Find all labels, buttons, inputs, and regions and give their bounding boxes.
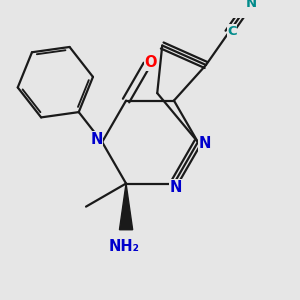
Text: O: O <box>145 56 157 70</box>
Text: N: N <box>90 132 103 147</box>
Polygon shape <box>119 184 133 230</box>
Text: N: N <box>169 180 182 195</box>
Text: C: C <box>227 25 237 38</box>
Text: N: N <box>245 0 256 10</box>
Text: N: N <box>198 136 211 151</box>
Text: NH₂: NH₂ <box>109 239 140 254</box>
